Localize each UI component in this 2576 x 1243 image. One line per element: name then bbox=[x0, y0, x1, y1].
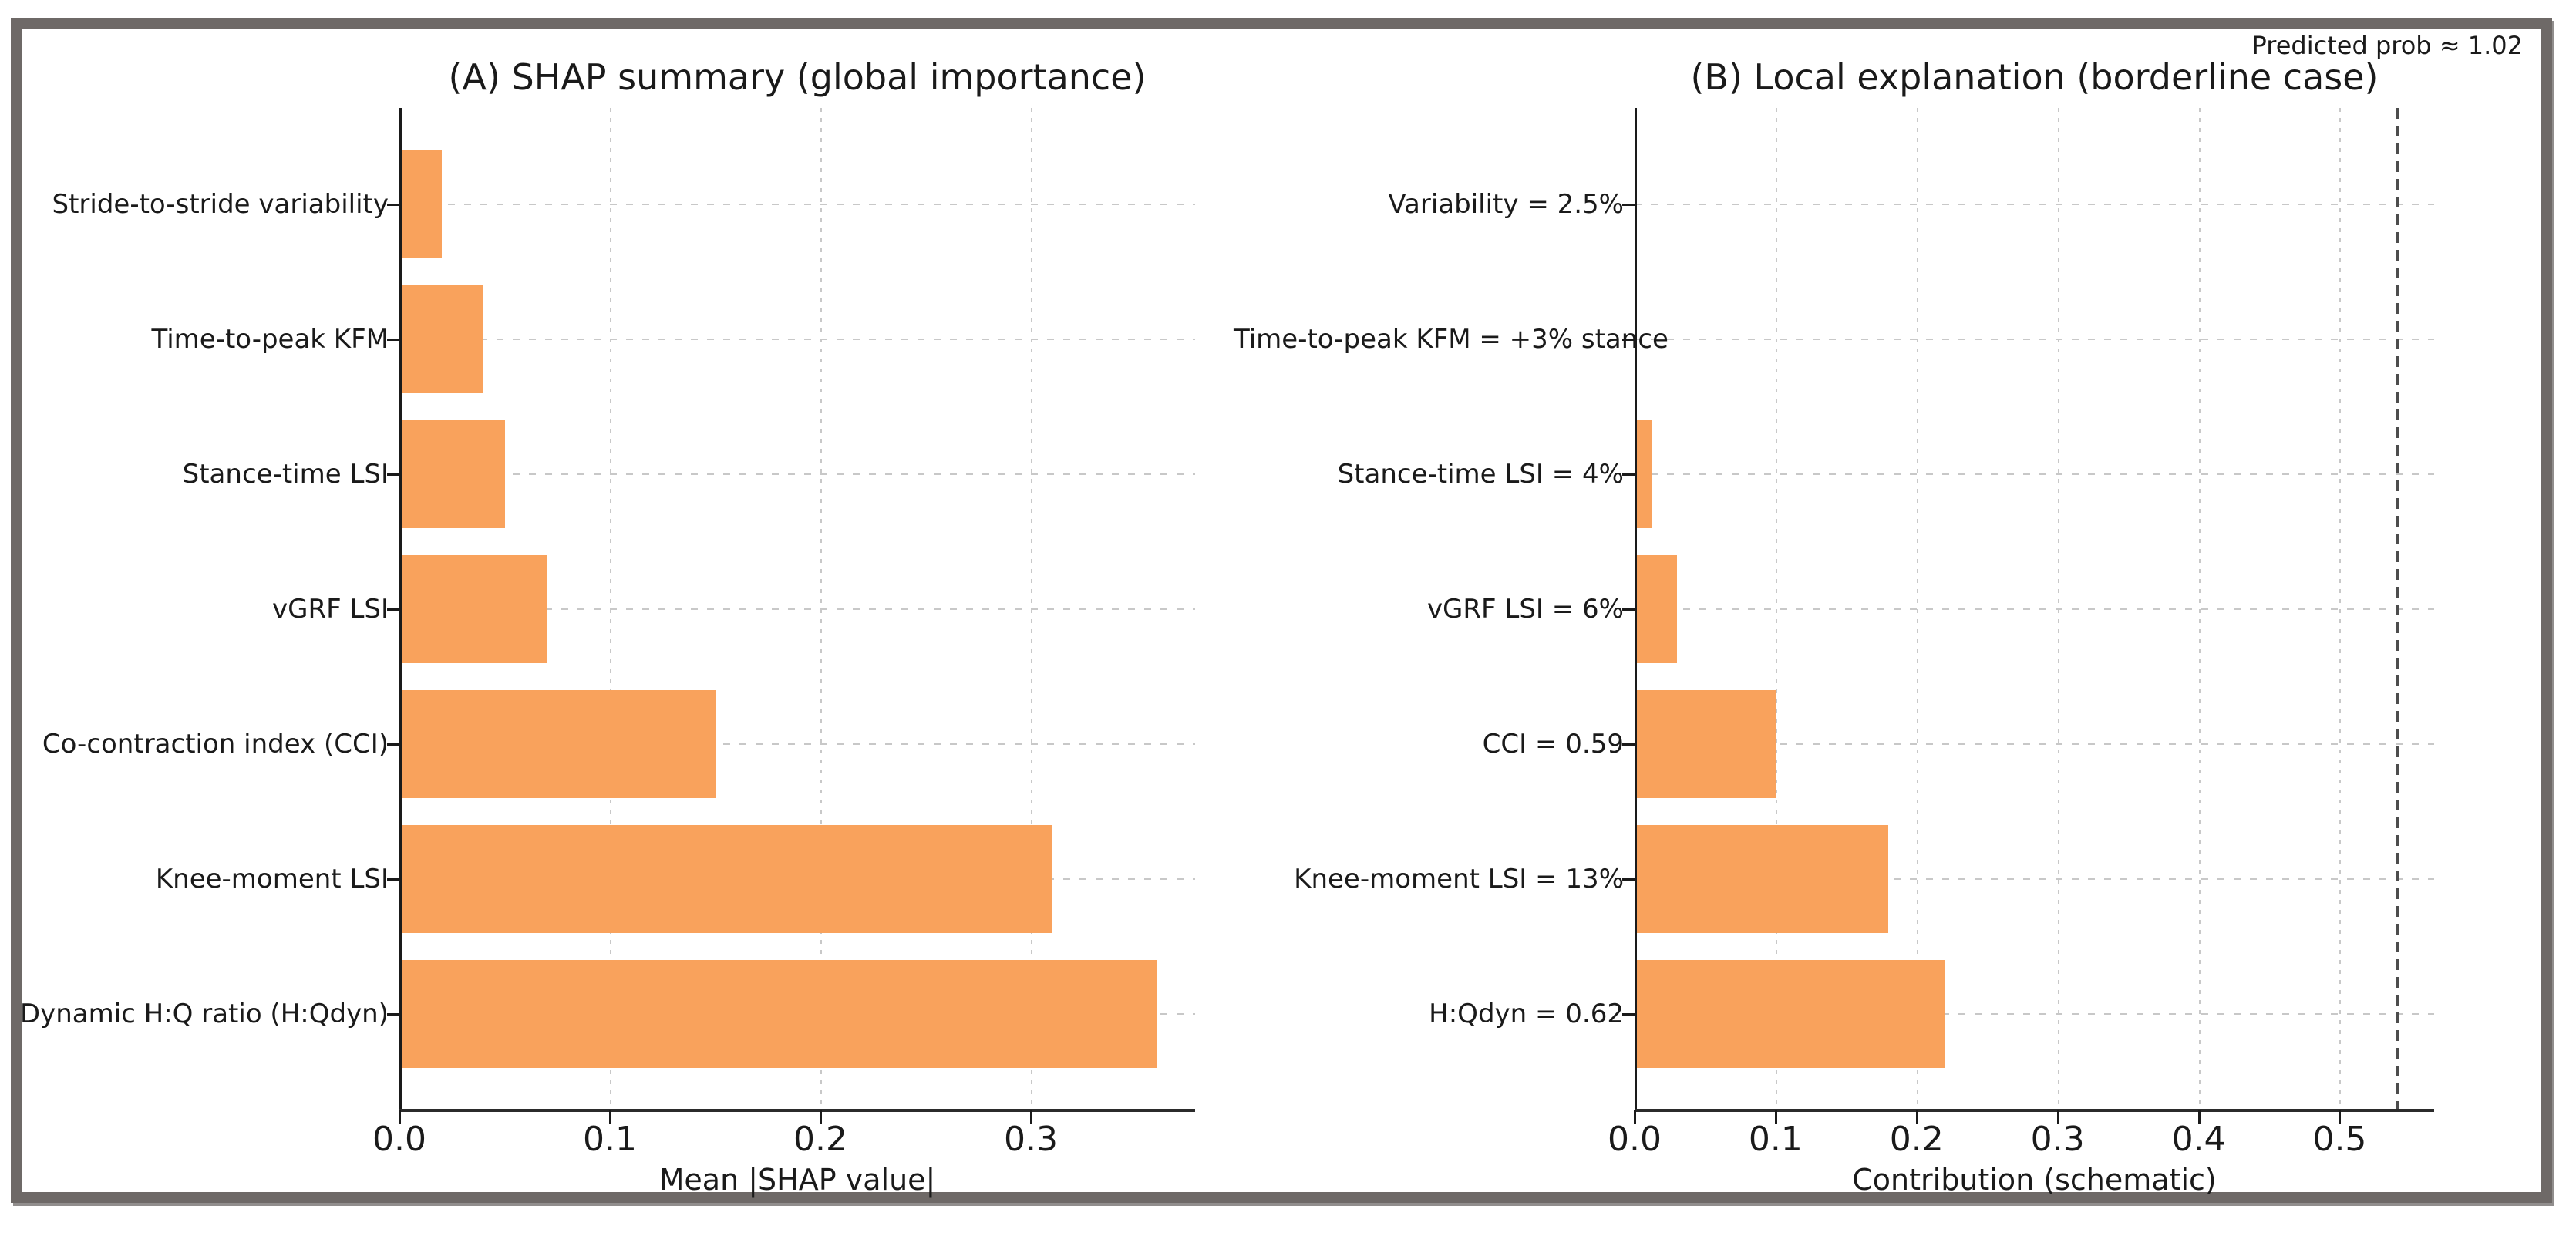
panel-a-ytick bbox=[387, 743, 399, 746]
panel-b-ytick bbox=[1622, 339, 1635, 341]
panel-b-xtick-label: 0.4 bbox=[2171, 1120, 2226, 1159]
panel-b-predicted-prob-line bbox=[2396, 108, 2399, 1110]
panel-a-xtick-label: 0.0 bbox=[372, 1120, 426, 1159]
panel-b-ytick bbox=[1622, 204, 1635, 206]
panel-b-hgridline bbox=[1635, 473, 2434, 475]
panel-a-category-label: Time-to-peak KFM bbox=[151, 324, 389, 355]
panel-a-category-label: Knee-moment LSI bbox=[155, 864, 389, 894]
panel-a-ytick bbox=[387, 473, 399, 476]
panel-b-hgridline bbox=[1635, 204, 2434, 205]
panel-a-ytick bbox=[387, 339, 399, 341]
panel-a-xaxis-label: Mean |SHAP value| bbox=[658, 1163, 936, 1197]
predicted-prob-annotation: Predicted prob ≈ 1.02 bbox=[2251, 31, 2523, 60]
panel-b-xtick-label: 0.3 bbox=[2030, 1120, 2085, 1159]
panel-b-xtick bbox=[2056, 1110, 2059, 1124]
panel-b-y-axis bbox=[1635, 108, 1637, 1110]
panel-a-x-axis bbox=[399, 1109, 1195, 1112]
panel-a-category-label: Stride-to-stride variability bbox=[52, 189, 389, 220]
panel-a-hgridline bbox=[399, 339, 1195, 340]
panel-a-hgridline bbox=[399, 204, 1195, 205]
panel-b-xtick bbox=[1774, 1110, 1777, 1124]
panel-b-category-label: H:Qdyn = 0.62 bbox=[1429, 999, 1624, 1029]
panel-a-xtick-label: 0.1 bbox=[583, 1120, 637, 1159]
panel-a-y-axis bbox=[399, 108, 402, 1110]
panel-a-xtick bbox=[609, 1110, 612, 1124]
panel-a-ytick bbox=[387, 608, 399, 611]
panel-a-xtick bbox=[820, 1110, 823, 1124]
panel-b-hgridline bbox=[1635, 608, 2434, 610]
panel-a-bar bbox=[399, 285, 483, 393]
panel-a-category-label: Dynamic H:Q ratio (H:Qdyn) bbox=[19, 999, 389, 1029]
panel-b-xtick bbox=[2339, 1110, 2342, 1124]
panel-b-xtick-label: 0.2 bbox=[1889, 1120, 1944, 1159]
panel-a-xtick bbox=[1030, 1110, 1033, 1124]
panel-a-ytick bbox=[387, 204, 399, 206]
panel-b-bar bbox=[1635, 960, 1945, 1068]
panel-b-ytick bbox=[1622, 743, 1635, 746]
panel-b-bar bbox=[1635, 690, 1776, 798]
panel-b-hgridline bbox=[1635, 1013, 2434, 1015]
panel-b-xaxis-label: Contribution (schematic) bbox=[1852, 1163, 2217, 1197]
panel-a-category-label: Stance-time LSI bbox=[182, 459, 389, 490]
panel-b-xtick-label: 0.0 bbox=[1608, 1120, 1662, 1159]
panel-b-xtick-label: 0.1 bbox=[1748, 1120, 1803, 1159]
panel-a-title: (A) SHAP summary (global importance) bbox=[448, 56, 1147, 98]
panel-a-xtick bbox=[399, 1110, 401, 1124]
panel-b-category-label: vGRF LSI = 6% bbox=[1426, 594, 1624, 625]
panel-b-ytick bbox=[1622, 608, 1635, 611]
panel-a-category-label: vGRF LSI bbox=[271, 594, 389, 625]
panel-a-bar bbox=[399, 690, 716, 798]
panel-a-hgridline bbox=[399, 608, 1195, 610]
panel-b-ytick bbox=[1622, 878, 1635, 881]
panel-a-hgridline bbox=[399, 743, 1195, 745]
panel-b-category-label: Time-to-peak KFM = +3% stance bbox=[1234, 324, 1669, 355]
panel-a-bar bbox=[399, 150, 442, 258]
panel-b-hgridline bbox=[1635, 743, 2434, 745]
panel-b-category-label: Stance-time LSI = 4% bbox=[1337, 459, 1624, 490]
panel-a-bar bbox=[399, 825, 1052, 933]
panel-a-bar bbox=[399, 960, 1157, 1068]
panel-a-ytick bbox=[387, 878, 399, 881]
panel-b-xtick bbox=[1634, 1110, 1636, 1124]
panel-b-category-label: Variability = 2.5% bbox=[1388, 189, 1624, 220]
panel-b-ytick bbox=[1622, 1013, 1635, 1016]
panel-a-xtick-label: 0.3 bbox=[1004, 1120, 1059, 1159]
panel-b-bar bbox=[1635, 555, 1677, 663]
panel-b-title: (B) Local explanation (borderline case) bbox=[1690, 56, 2379, 98]
panel-a-ytick bbox=[387, 1013, 399, 1016]
panel-b-hgridline bbox=[1635, 339, 2434, 340]
panel-b-xtick-label: 0.5 bbox=[2312, 1120, 2367, 1159]
panel-b-bar bbox=[1635, 825, 1888, 933]
panel-b-xtick bbox=[1915, 1110, 1918, 1124]
panel-a-category-label: Co-contraction index (CCI) bbox=[42, 729, 389, 760]
panel-b-bar bbox=[1635, 420, 1652, 528]
panel-b-hgridline bbox=[1635, 878, 2434, 880]
panel-a-xtick-label: 0.2 bbox=[793, 1120, 848, 1159]
panel-a-bar bbox=[399, 420, 505, 528]
panel-b-x-axis bbox=[1635, 1109, 2434, 1112]
panel-a-bar bbox=[399, 555, 547, 663]
panel-b-ytick bbox=[1622, 473, 1635, 476]
panel-b-xtick bbox=[2197, 1110, 2201, 1124]
panel-b-category-label: Knee-moment LSI = 13% bbox=[1294, 864, 1624, 894]
panel-b-category-label: CCI = 0.59 bbox=[1482, 729, 1624, 760]
panel-a-hgridline bbox=[399, 473, 1195, 475]
